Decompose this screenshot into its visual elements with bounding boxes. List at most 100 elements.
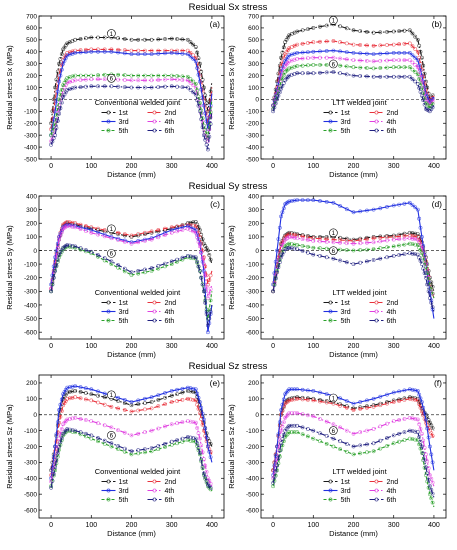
- legend-label: 1st: [119, 300, 128, 307]
- series-point-4th: [364, 428, 369, 433]
- series-point-5th: [430, 101, 435, 106]
- series-line-4th: [50, 225, 213, 299]
- series-point-4th: [78, 417, 83, 421]
- legend-marker-4th: [152, 309, 157, 314]
- series-line-2nd: [50, 48, 213, 130]
- series-line-4th: [272, 412, 435, 487]
- series-point-1st: [351, 28, 356, 33]
- series-point-6th: [421, 451, 426, 456]
- series-point-4th: [295, 57, 300, 61]
- series-point-3rd: [116, 236, 121, 241]
- legend-marker-3rd: [328, 309, 333, 314]
- series-point-3rd: [397, 389, 402, 394]
- series-point-6th: [427, 484, 432, 489]
- series-point-6th: [149, 85, 154, 90]
- series-point-5th: [300, 243, 305, 248]
- series-point-2nd: [89, 225, 94, 230]
- series-point-6th: [197, 109, 202, 114]
- series-point-6th: [358, 74, 363, 78]
- series-point-2nd: [287, 232, 292, 237]
- series-point-3rd: [89, 387, 94, 392]
- series-point-6th: [129, 449, 134, 454]
- series-point-6th: [338, 439, 343, 444]
- series-point-3rd: [422, 411, 427, 416]
- series-point-5th: [324, 63, 329, 67]
- series-point-1st: [300, 28, 305, 33]
- legend-marker-6th: [152, 128, 157, 133]
- legend-label: 5th: [119, 497, 129, 504]
- series-point-3rd: [391, 390, 396, 395]
- series-point-3rd: [196, 72, 201, 77]
- series-point-6th: [272, 283, 277, 287]
- legend-marker-4th: [374, 309, 379, 314]
- x-tick-label: 0: [49, 163, 53, 170]
- series-point-6th: [422, 271, 427, 276]
- series-point-3rd: [281, 397, 286, 402]
- series-point-4th: [338, 425, 343, 430]
- series-point-4th: [407, 415, 412, 420]
- series-point-4th: [199, 250, 204, 255]
- series-point-6th: [289, 72, 294, 77]
- series-point-4th: [208, 287, 213, 292]
- x-tick-label: 400: [428, 163, 440, 170]
- series-point-3rd: [205, 330, 210, 335]
- series-point-3rd: [195, 66, 200, 70]
- series-point-1st: [122, 37, 127, 41]
- series-point-3rd: [426, 435, 431, 440]
- series-point-1st: [351, 237, 356, 242]
- series-point-3rd: [410, 203, 415, 208]
- series-point-3rd: [418, 225, 423, 230]
- series-line-2nd: [50, 221, 213, 289]
- series-point-4th: [109, 425, 114, 430]
- series-point-5th: [397, 65, 402, 70]
- series-point-6th: [385, 436, 389, 440]
- series-line-5th: [272, 243, 435, 299]
- series-point-5th: [305, 434, 310, 439]
- series-point-5th: [156, 266, 161, 271]
- panel-label: (c): [210, 199, 220, 209]
- series-point-3rd: [391, 51, 396, 55]
- series-point-5th: [344, 64, 349, 69]
- series-point-4th: [67, 417, 72, 421]
- y-tick-label: 400: [26, 193, 37, 200]
- series-point-5th: [55, 105, 60, 110]
- series-point-3rd: [201, 417, 206, 422]
- series-point-3rd: [279, 214, 284, 219]
- series-point-5th: [142, 73, 147, 78]
- series-point-4th: [84, 77, 88, 82]
- series-point-3rd: [421, 405, 426, 410]
- series-point-5th: [59, 88, 64, 92]
- series-point-5th: [338, 247, 343, 252]
- series-point-6th: [364, 442, 369, 447]
- series-point-1st: [391, 29, 396, 34]
- legend-marker-6th: [152, 497, 157, 502]
- series-point-3rd: [180, 51, 185, 56]
- series-point-1st: [208, 441, 213, 446]
- series-point-4th: [149, 428, 154, 433]
- legend-marker-2nd: [152, 479, 157, 484]
- y-tick-label: 700: [248, 13, 259, 20]
- series-point-6th: [415, 430, 420, 435]
- series-point-4th: [156, 235, 161, 240]
- series-point-3rd: [292, 51, 297, 56]
- series-point-5th: [89, 251, 94, 256]
- legend-marker-5th: [328, 318, 333, 323]
- y-tick-label: 100: [26, 85, 37, 92]
- series-point-6th: [70, 428, 75, 433]
- series-point-2nd: [188, 397, 193, 402]
- y-tick-label: -200: [24, 444, 37, 451]
- series-point-4th: [344, 57, 349, 62]
- series-point-6th: [207, 134, 212, 139]
- series-point-5th: [429, 496, 434, 501]
- series-point-1st: [129, 234, 134, 239]
- series-point-3rd: [425, 426, 430, 431]
- y-tick-label: 300: [248, 61, 259, 68]
- series-point-3rd: [78, 50, 83, 55]
- series-point-4th: [193, 420, 198, 425]
- series-line-4th: [50, 78, 213, 142]
- series-point-5th: [96, 73, 100, 78]
- series-point-2nd: [73, 48, 78, 53]
- series-point-2nd: [358, 43, 363, 47]
- series-point-1st: [279, 55, 284, 60]
- series-point-2nd: [96, 400, 100, 405]
